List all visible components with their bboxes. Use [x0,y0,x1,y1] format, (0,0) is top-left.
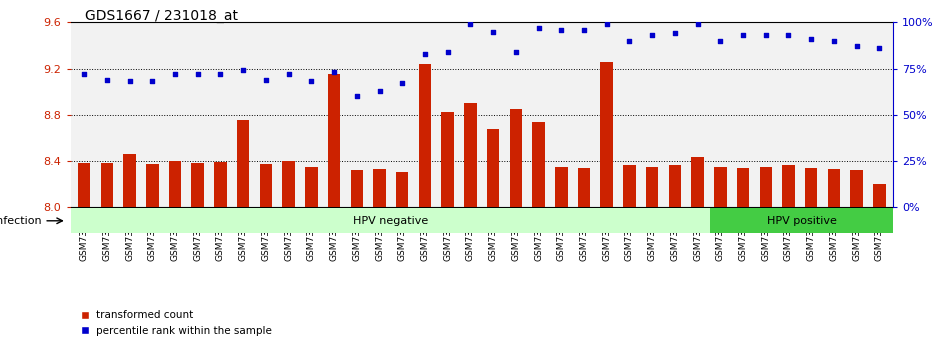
Point [554,27,569,32]
Point [167,71,182,77]
Bar [851,170,863,207]
Point [713,38,728,43]
Bar [169,161,181,207]
Point [281,71,296,77]
Bar [373,169,385,207]
Bar [78,163,90,207]
Bar [532,122,545,207]
Point [304,79,319,84]
Point [326,69,341,75]
Point [190,71,205,77]
Legend: transformed count, percentile rank within the sample: transformed count, percentile rank withi… [76,306,275,340]
Text: HPV positive: HPV positive [767,216,837,226]
Bar [601,62,613,207]
Bar [146,164,159,207]
Bar [828,169,840,207]
Point [100,77,115,82]
Text: HPV negative: HPV negative [352,216,428,226]
Bar [782,166,794,207]
Point [77,71,92,77]
Point [849,44,864,49]
Point [417,51,432,57]
Bar [805,168,818,207]
Text: GDS1667 / 231018_at: GDS1667 / 231018_at [85,9,238,23]
Point [462,21,478,27]
Point [350,93,365,99]
Point [804,36,819,42]
Point [258,77,274,82]
Bar [509,109,522,207]
Bar [668,166,681,207]
Bar [555,167,568,207]
Bar [646,167,658,207]
Bar [351,170,363,207]
Point [576,27,591,32]
Bar [578,168,590,207]
Bar [487,129,499,207]
Bar [691,157,704,207]
Point [690,21,705,27]
Bar [737,168,749,207]
Point [145,79,160,84]
Point [735,32,750,38]
Text: infection: infection [0,216,41,226]
Point [440,49,455,55]
Point [213,71,228,77]
Bar [282,161,295,207]
Bar [873,184,885,207]
Point [486,29,501,34]
Point [871,46,886,51]
Point [622,38,637,43]
Bar [237,120,249,207]
Bar [192,163,204,207]
Bar [442,112,454,207]
Bar [259,164,273,207]
Point [372,88,387,93]
Point [781,32,796,38]
Point [645,32,660,38]
Point [531,25,546,31]
Point [395,81,410,86]
Point [236,68,251,73]
Bar [101,163,113,207]
Bar [214,162,227,207]
Point [122,79,137,84]
Bar [464,103,477,207]
Point [599,21,614,27]
Point [509,49,524,55]
Bar [760,167,772,207]
Bar [623,166,635,207]
Bar [396,172,409,207]
Bar [418,64,431,207]
Bar [123,154,135,207]
Bar [714,167,727,207]
Point [759,32,774,38]
Bar [306,167,318,207]
Point [826,38,841,43]
Bar [328,74,340,207]
Point [667,31,682,36]
